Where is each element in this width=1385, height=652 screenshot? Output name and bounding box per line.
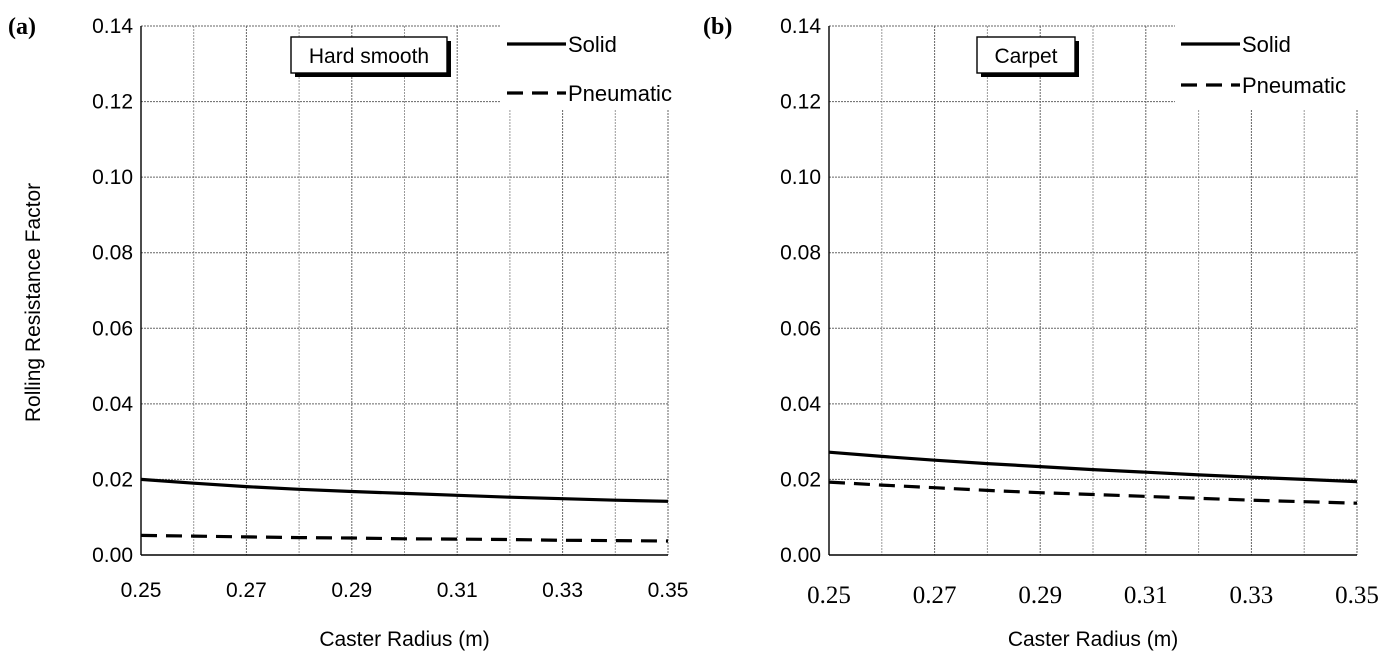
y-tick-label: 0.10 bbox=[780, 166, 821, 189]
legend-label: Pneumatic bbox=[1242, 73, 1346, 98]
y-tick-label: 0.06 bbox=[92, 317, 133, 340]
x-tick-label: 0.29 bbox=[1018, 582, 1062, 609]
chart-panel-b: 0.00 0.02 0.04 0.06 0.08 0.10 0.12 0.14 0.25 0.27… bbox=[703, 14, 1379, 651]
annotation-text: Carpet bbox=[994, 45, 1057, 68]
y-axis-label: Rolling Resistance Factor bbox=[22, 183, 45, 422]
x-tick-label: 0.33 bbox=[542, 579, 583, 602]
legend-label: Solid bbox=[568, 32, 617, 57]
y-tick-label: 0.12 bbox=[780, 91, 821, 114]
x-axis-label: Caster Radius (m) bbox=[319, 628, 489, 651]
x-axis-label: Caster Radius (m) bbox=[1008, 628, 1178, 651]
x-tick-label: 0.31 bbox=[1124, 582, 1168, 609]
x-tick-label: 0.25 bbox=[121, 579, 162, 602]
annotation-box bbox=[290, 36, 448, 74]
legend-background bbox=[501, 24, 672, 110]
panel-label: (b) bbox=[703, 14, 732, 40]
x-tick-label: 0.29 bbox=[331, 579, 372, 602]
legend-label: Solid bbox=[1242, 32, 1291, 57]
y-tick-label: 0.02 bbox=[780, 468, 821, 491]
y-tick-label: 0.00 bbox=[92, 544, 133, 567]
surface-annotation: Hard smooth bbox=[290, 36, 451, 77]
legend: Solid Pneumatic bbox=[501, 24, 672, 110]
y-tick-label: 0.10 bbox=[92, 166, 133, 189]
y-tick-label: 0.14 bbox=[92, 15, 133, 38]
legend: Solid Pneumatic bbox=[1175, 24, 1361, 110]
x-tick-label: 0.31 bbox=[437, 579, 478, 602]
panel-label: (a) bbox=[8, 14, 36, 40]
series-line-solid bbox=[140, 477, 669, 503]
surface-annotation: Carpet bbox=[976, 36, 1079, 77]
y-tick-label: 0.04 bbox=[780, 393, 821, 416]
legend-background bbox=[1175, 24, 1361, 110]
x-tick-label: 0.27 bbox=[913, 582, 957, 609]
x-tick-label: 0.35 bbox=[648, 579, 689, 602]
annotation-box bbox=[976, 36, 1076, 74]
annotation-text: Hard smooth bbox=[309, 45, 429, 68]
y-tick-label: 0.12 bbox=[92, 91, 133, 114]
y-tick-label: 0.04 bbox=[92, 393, 133, 416]
y-tick-label: 0.02 bbox=[92, 468, 133, 491]
y-tick-label: 0.00 bbox=[780, 544, 821, 567]
x-tick-label: 0.27 bbox=[226, 579, 267, 602]
y-tick-label: 0.08 bbox=[92, 242, 133, 265]
y-tick-label: 0.06 bbox=[780, 317, 821, 340]
x-tick-label: 0.25 bbox=[807, 582, 851, 609]
series-line-dashed bbox=[828, 480, 1358, 505]
chart-panel-a: 0.00 0.02 0.04 0.06 0.08 0.10 0.12 0.14 0.25 0.27… bbox=[8, 14, 688, 651]
series-line-dashed bbox=[140, 533, 669, 543]
x-tick-label: 0.33 bbox=[1230, 582, 1274, 609]
y-tick-label: 0.14 bbox=[780, 15, 821, 38]
legend-label: Pneumatic bbox=[568, 81, 672, 106]
series-line-solid bbox=[828, 450, 1358, 484]
x-tick-label: 0.35 bbox=[1335, 582, 1379, 609]
y-tick-label: 0.08 bbox=[780, 242, 821, 265]
